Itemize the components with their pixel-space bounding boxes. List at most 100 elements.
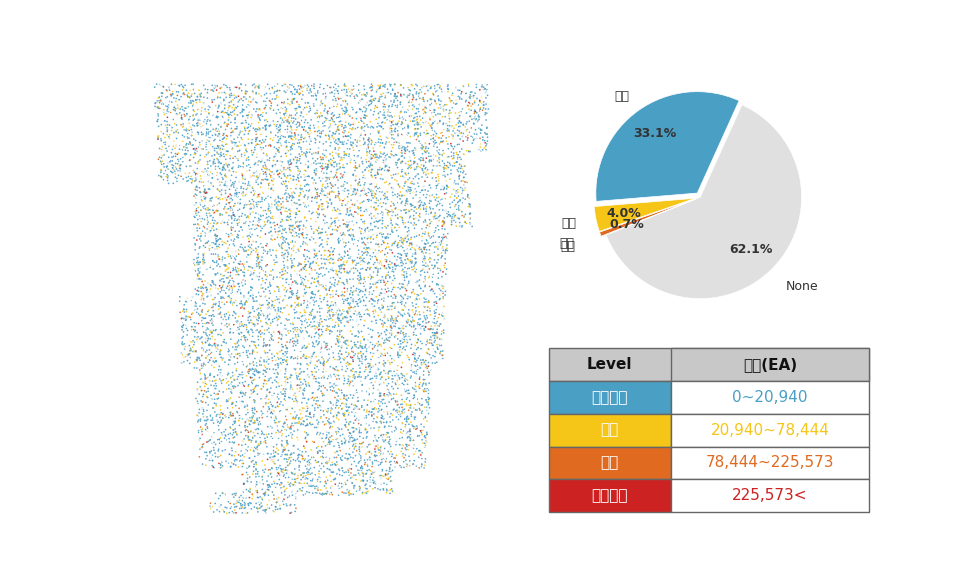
- Point: [361, 131, 376, 141]
- Point: [466, 96, 482, 106]
- Point: [336, 180, 352, 189]
- Point: [367, 213, 383, 222]
- Point: [392, 247, 407, 256]
- Point: [217, 333, 233, 343]
- Point: [222, 154, 237, 163]
- Point: [473, 146, 488, 156]
- Point: [177, 103, 192, 113]
- Point: [373, 397, 389, 407]
- Point: [306, 326, 321, 336]
- Point: [387, 119, 403, 129]
- Point: [327, 180, 343, 190]
- Point: [196, 382, 212, 391]
- Point: [421, 278, 437, 287]
- Point: [214, 139, 230, 148]
- Point: [385, 384, 401, 393]
- Point: [261, 228, 276, 238]
- Point: [341, 242, 357, 252]
- Point: [363, 323, 379, 333]
- Point: [390, 266, 405, 275]
- Point: [206, 146, 222, 156]
- Point: [221, 262, 236, 271]
- Point: [289, 384, 305, 394]
- Point: [275, 137, 290, 147]
- Point: [319, 197, 334, 207]
- Point: [388, 198, 404, 208]
- Point: [430, 272, 446, 281]
- Point: [335, 126, 351, 135]
- Point: [363, 100, 379, 110]
- Point: [436, 274, 451, 284]
- Point: [202, 288, 218, 297]
- Point: [278, 181, 294, 190]
- Point: [206, 363, 222, 372]
- Point: [344, 338, 360, 348]
- Point: [296, 478, 312, 488]
- Point: [421, 367, 437, 377]
- Point: [191, 273, 206, 282]
- Point: [355, 187, 370, 197]
- Point: [257, 90, 273, 99]
- Point: [179, 109, 194, 119]
- Point: [191, 426, 206, 435]
- Point: [430, 213, 446, 222]
- Point: [344, 431, 360, 440]
- Point: [270, 424, 285, 434]
- Point: [364, 163, 380, 173]
- Point: [245, 505, 261, 514]
- Point: [397, 228, 412, 237]
- Point: [353, 338, 368, 348]
- Point: [280, 152, 296, 161]
- Point: [323, 427, 339, 436]
- Point: [400, 88, 415, 97]
- Point: [453, 203, 469, 212]
- Point: [355, 296, 370, 306]
- Point: [425, 127, 441, 136]
- Point: [359, 360, 374, 370]
- Point: [228, 220, 243, 230]
- Point: [197, 147, 213, 157]
- Point: [340, 488, 356, 498]
- Point: [263, 212, 278, 222]
- Point: [296, 340, 312, 350]
- Point: [270, 191, 285, 201]
- Point: [278, 404, 294, 413]
- Point: [278, 106, 294, 116]
- Point: [369, 379, 385, 389]
- Point: [231, 92, 246, 101]
- Point: [158, 93, 174, 103]
- Point: [221, 232, 236, 241]
- Point: [319, 168, 334, 178]
- Point: [216, 218, 232, 227]
- Point: [245, 290, 261, 299]
- Point: [311, 460, 326, 469]
- Point: [276, 442, 291, 451]
- Point: [170, 166, 186, 176]
- Point: [152, 83, 168, 93]
- Point: [336, 137, 352, 146]
- Point: [366, 89, 382, 99]
- Point: [310, 102, 325, 112]
- Point: [192, 238, 208, 247]
- Point: [338, 92, 354, 101]
- Point: [317, 444, 332, 453]
- Point: [208, 219, 224, 228]
- Point: [408, 95, 424, 104]
- Point: [288, 474, 304, 484]
- Point: [224, 377, 239, 387]
- Point: [325, 158, 341, 167]
- Point: [363, 326, 379, 335]
- Point: [310, 139, 325, 149]
- Point: [373, 92, 389, 101]
- Point: [321, 92, 337, 101]
- Point: [274, 407, 289, 416]
- Point: [463, 113, 479, 122]
- Point: [361, 420, 376, 430]
- Point: [356, 194, 371, 204]
- Point: [295, 390, 311, 400]
- Point: [406, 143, 422, 153]
- Point: [358, 265, 373, 274]
- Point: [313, 306, 328, 316]
- Point: [353, 191, 368, 201]
- Point: [258, 246, 274, 255]
